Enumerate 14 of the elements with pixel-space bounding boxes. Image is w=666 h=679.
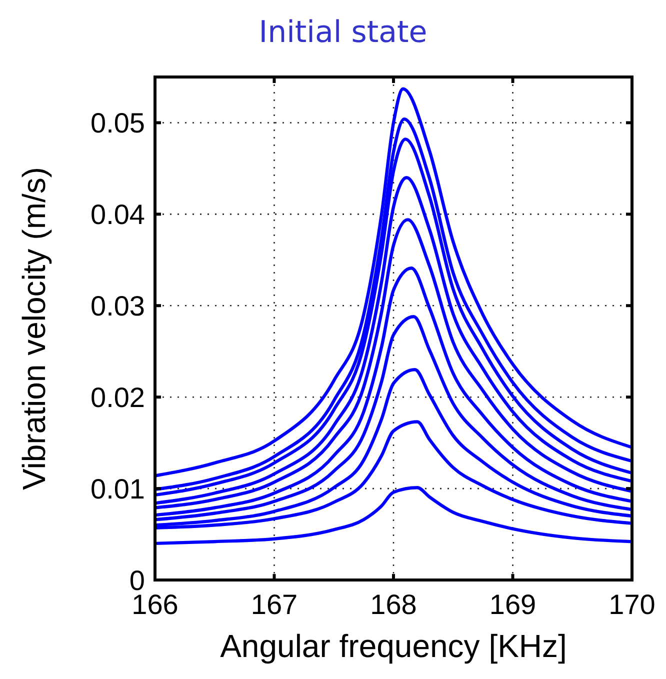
x-axis-title: Angular frequency [KHz] [220,628,567,664]
y-tick-label: 0.03 [90,290,145,322]
y-tick-label: 0.05 [90,108,145,139]
line-series [155,368,632,527]
x-tick-label: 168 [370,589,417,620]
line-series [155,486,632,546]
x-tick-label: 167 [250,589,298,620]
y-axis-title: Vibration velocity (m/s) [16,166,52,490]
y-tick-label: 0.02 [90,382,145,413]
x-tick-label: 170 [608,589,656,620]
chart-title: Initial state [258,15,428,50]
x-tick-label: 169 [489,589,536,620]
y-tick-label: 0.01 [90,473,145,504]
y-tick-label: 0.04 [90,198,145,230]
